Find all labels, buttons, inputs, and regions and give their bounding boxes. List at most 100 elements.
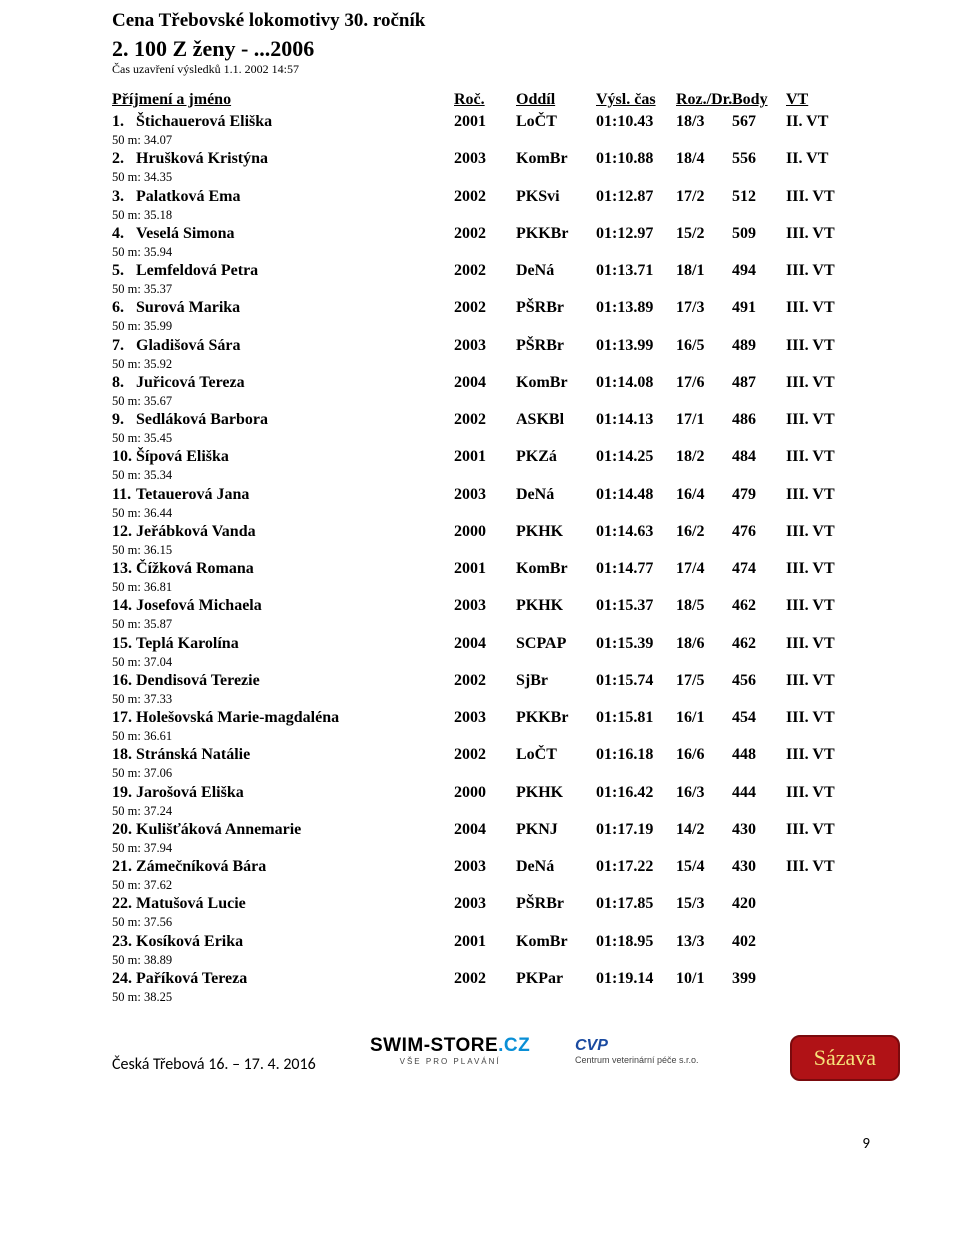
page-footer: Česká Třebová 16. – 17. 4. 2016 SWIM-STO… [0,1025,960,1095]
result-time: 01:16.42 [596,783,676,803]
club: SCPAP [516,634,596,654]
athlete-name: Čížková Romana [136,559,454,579]
club: PKZá [516,447,596,467]
classification: III. VT [786,336,880,356]
cvp-acronym: CVP [575,1037,699,1055]
classification: III. VT [786,410,880,430]
heat-lane: 17/1 [676,410,732,430]
heat-lane: 18/5 [676,596,732,616]
rank: 12. [112,522,136,542]
year: 2003 [454,336,516,356]
points: 556 [732,149,786,169]
heat-lane: 17/3 [676,298,732,318]
swimstore-tagline: VŠE PRO PLAVÁNÍ [370,1057,530,1066]
year: 2003 [454,149,516,169]
athlete-name: Šípová Eliška [136,447,454,467]
year: 2003 [454,894,516,914]
heat-lane: 18/1 [676,261,732,281]
rank: 13. [112,559,136,579]
result-time: 01:14.63 [596,522,676,542]
year: 2002 [454,298,516,318]
competition-title: Cena Třebovské lokomotivy 30. ročník [112,10,880,32]
result-time: 01:17.19 [596,820,676,840]
split-time: 50 m: 35.37 [112,281,880,297]
rank: 24. [112,969,136,989]
points: 462 [732,634,786,654]
col-roc: Roč. [454,91,516,109]
result-row: 19.Jarošová Eliška2000PKHK01:16.4216/344… [112,783,880,803]
year: 2004 [454,634,516,654]
points: 420 [732,894,786,914]
athlete-name: Palatková Ema [136,187,454,207]
classification: III. VT [786,820,880,840]
split-time: 50 m: 34.07 [112,132,880,148]
year: 2000 [454,783,516,803]
cvp-fullname: Centrum veterinární péče s.r.o. [575,1055,699,1065]
athlete-name: Tetauerová Jana [136,485,454,505]
points: 491 [732,298,786,318]
year: 2003 [454,485,516,505]
athlete-name: Teplá Karolína [136,634,454,654]
points: 474 [732,559,786,579]
heat-lane: 13/3 [676,932,732,952]
event-title: 2. 100 Z ženy - ...2006 [112,36,880,62]
year: 2003 [454,596,516,616]
club: SjBr [516,671,596,691]
club: ASKBl [516,410,596,430]
points: 402 [732,932,786,952]
result-time: 01:15.74 [596,671,676,691]
club: PKHK [516,596,596,616]
club: PKHK [516,783,596,803]
points: 456 [732,671,786,691]
points: 567 [732,112,786,132]
club: LoČT [516,745,596,765]
heat-lane: 16/4 [676,485,732,505]
split-time: 50 m: 36.61 [112,728,880,744]
points: 487 [732,373,786,393]
result-row: 8.Juřicová Tereza2004KomBr01:14.0817/648… [112,373,880,393]
athlete-name: Josefová Michaela [136,596,454,616]
rank: 10. [112,447,136,467]
result-time: 01:14.48 [596,485,676,505]
result-row: 2.Hrušková Kristýna2003KomBr01:10.8818/4… [112,149,880,169]
year: 2001 [454,932,516,952]
rank: 14. [112,596,136,616]
result-time: 01:14.77 [596,559,676,579]
result-row: 9.Sedláková Barbora2002ASKBl01:14.1317/1… [112,410,880,430]
classification: III. VT [786,745,880,765]
club: KomBr [516,559,596,579]
club: KomBr [516,932,596,952]
result-row: 7.Gladišová Sára2003PŠRBr01:13.9916/5489… [112,336,880,356]
points: 486 [732,410,786,430]
sazava-logo: Sázava [790,1035,900,1081]
points: 479 [732,485,786,505]
swimstore-text: SWIM-STORE [370,1035,498,1056]
classification: III. VT [786,447,880,467]
heat-lane: 17/2 [676,187,732,207]
heat-lane: 14/2 [676,820,732,840]
classification: III. VT [786,298,880,318]
athlete-name: Sedláková Barbora [136,410,454,430]
split-time: 50 m: 35.45 [112,430,880,446]
result-time: 01:13.99 [596,336,676,356]
classification: III. VT [786,261,880,281]
col-body: Body [732,91,786,109]
result-row: 11.Tetauerová Jana2003DeNá01:14.4816/447… [112,485,880,505]
split-time: 50 m: 35.34 [112,467,880,483]
points: 430 [732,857,786,877]
classification: III. VT [786,634,880,654]
points: 462 [732,596,786,616]
rank: 23. [112,932,136,952]
points: 489 [732,336,786,356]
classification [786,932,880,952]
year: 2004 [454,820,516,840]
athlete-name: Hrušková Kristýna [136,149,454,169]
club: KomBr [516,373,596,393]
athlete-name: Paříková Tereza [136,969,454,989]
split-time: 50 m: 37.24 [112,803,880,819]
col-oddil: Oddíl [516,91,596,109]
split-time: 50 m: 37.56 [112,914,880,930]
result-row: 13.Čížková Romana2001KomBr01:14.7717/447… [112,559,880,579]
result-time: 01:15.37 [596,596,676,616]
athlete-name: Jarošová Eliška [136,783,454,803]
